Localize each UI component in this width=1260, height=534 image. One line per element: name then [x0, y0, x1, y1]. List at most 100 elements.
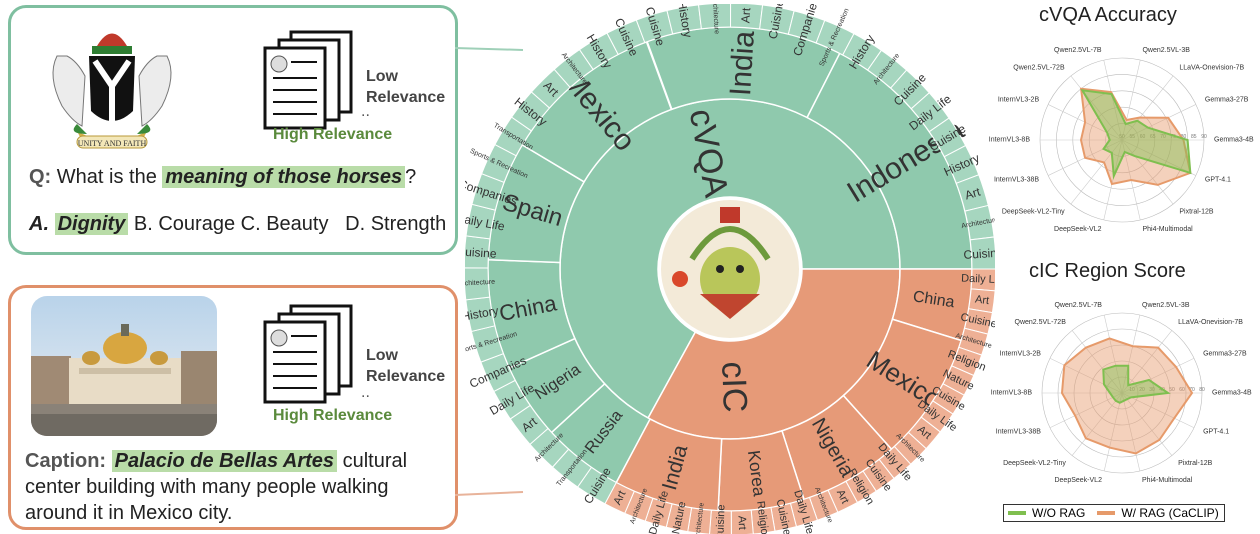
radar-spoke [1103, 314, 1123, 394]
radar-tick-label: 70 [1189, 387, 1195, 393]
sunburst-category-label: Art [738, 7, 753, 24]
radar-tick-label: 75 [1170, 134, 1176, 140]
radar-axis-label: InternVL3-8B [989, 137, 1031, 144]
connector-lines [455, 47, 524, 496]
sunburst-category-label: Art [974, 293, 989, 307]
document-stack-icon-2 [263, 304, 353, 404]
radar-cic-chart: Qwen2.5VL-3B LLaVA-Onevision-7B Gemma3-27B… [991, 302, 1252, 484]
sunburst-category-label: Art [612, 489, 629, 507]
radar-axis-label: Gemma3-4B [1214, 137, 1254, 144]
radar-tick-label: 90 [1201, 134, 1207, 140]
radar-axis-label: DeepSeek-VL2 [1054, 226, 1102, 233]
sunburst-category-label: Art [834, 488, 851, 506]
radar-spoke [1121, 314, 1141, 394]
sunburst-category-label: Art [735, 515, 748, 530]
radar-series-polygon [1080, 89, 1192, 180]
caption-prefix: Caption: [25, 450, 107, 472]
radar-axis-label: LLaVA-Onevision-7B [1178, 319, 1243, 326]
radar-spoke [1121, 75, 1174, 141]
question-highlight: meaning of those horses [162, 166, 406, 188]
radar-series-polygon [1102, 364, 1171, 404]
coat-of-arms-image: UNITY AND FAITH [52, 33, 172, 149]
radar-axis-label: DeepSeek-VL2-Tiny [1002, 208, 1065, 215]
sunburst-category-label: History [675, 4, 695, 39]
radar-tick-label: 80 [1199, 387, 1205, 393]
radar-axis-label: GPT-4.1 [1203, 429, 1229, 436]
sunburst-category-label: Daily Life [961, 273, 995, 287]
sunburst-category-label: Religion [754, 500, 771, 534]
high-relevance-label: High Relevance [273, 126, 393, 143]
sunburst-chart: cVQAcICIndiaIndonesiaRussiaNigeriaChinaS… [465, 4, 995, 534]
mascot-eye [736, 265, 744, 273]
question-end: ? [405, 166, 417, 188]
answer-a-prefix: A. [29, 213, 49, 235]
answer-b: B. Courage [133, 213, 236, 235]
radar-axis-label: InternVL3-2B [1000, 350, 1042, 357]
radar-tick-label: 60 [1179, 387, 1185, 393]
radar-axis-label: GPT-4.1 [1205, 176, 1231, 183]
radar-spoke [1121, 139, 1197, 176]
radar-legend: W/O RAG W/ RAG (CaCLIP) [1003, 504, 1225, 522]
cvqa-example-panel: UNITY AND FAITH Low Relevance .. High Re… [8, 5, 458, 255]
radar-axis-label: LLaVA-Onevision-7B [1179, 65, 1244, 72]
radar-spoke [1071, 330, 1123, 394]
radar-spoke [1070, 139, 1123, 205]
legend-swatch-wo [1008, 511, 1026, 515]
sunburst-category-label: Cuisine [963, 245, 995, 261]
radar-spoke [1071, 392, 1123, 456]
mascot-eye [716, 265, 724, 273]
high-relevance-label-2: High Relevance [273, 407, 393, 424]
radar-tick-label: 10 [1129, 387, 1135, 393]
radar-tick-label: 50 [1169, 387, 1175, 393]
cic-example-panel: Low Relevance .. High Relevance Caption:… [8, 285, 458, 530]
radar-tick-label: 65 [1150, 134, 1156, 140]
radar-axis-label: InternVL3-8B [991, 390, 1033, 397]
radar-axis-label: InternVL3-38B [996, 429, 1041, 436]
radar-tick-label: 30 [1149, 387, 1155, 393]
radar-axis-label: Pixtral-12B [1178, 460, 1213, 467]
legend-wo-label: W/O RAG [1032, 506, 1086, 520]
legend-swatch-w [1097, 511, 1116, 515]
radar-axis-label: DeepSeek-VL2-Tiny [1003, 460, 1066, 467]
radar-axis-label: Gemma3-4B [1212, 390, 1252, 397]
radar-tick-label: 60 [1140, 134, 1146, 140]
radar-spoke [1121, 330, 1173, 394]
radar-spoke [1121, 59, 1141, 141]
radar-axis-label: Qwen2.5VL-7B [1054, 47, 1102, 54]
sunburst-category-label: Architecture [694, 502, 705, 534]
sunburst-category-label: History [465, 303, 500, 323]
radar-axis-label: Gemma3-27B [1205, 97, 1249, 104]
sunburst-category-label: Cuisine [465, 244, 497, 261]
radar-spoke [1121, 139, 1174, 205]
radar-tick-label: 70 [1160, 134, 1166, 140]
radar-series-polygon [1060, 337, 1194, 455]
sunburst-label-cic: cIC [714, 361, 754, 413]
radar-tick-label: 80 [1181, 134, 1187, 140]
radar-axis-label: Phi4-Multimodal [1142, 226, 1193, 233]
sunburst-country-label: China [912, 288, 956, 311]
motto-text: UNITY AND FAITH [78, 139, 147, 148]
caption-text: Caption: Palacio de Bellas Artes cultura… [25, 448, 445, 526]
radar-axis-label: Pixtral-12B [1179, 208, 1214, 215]
radar-tick-label: 50 [1119, 134, 1125, 140]
sunburst-category-cic [604, 481, 635, 514]
question-text: What is the [56, 166, 157, 188]
radar-spoke [1070, 75, 1123, 141]
radar-spoke [1121, 104, 1197, 141]
radar-spoke [1049, 392, 1123, 428]
radar-axis-label: DeepSeek-VL2 [1054, 477, 1102, 484]
legend-w-label: W/ RAG (CaCLIP) [1121, 506, 1219, 520]
low-relevance-label-2: Low Relevance [366, 347, 446, 385]
radar-axis-label: Qwen2.5VL-3B [1142, 47, 1190, 54]
sunburst-category-label: Cuisine [714, 504, 727, 534]
radar-cic-title: cIC Region Score [1029, 260, 1186, 282]
radar-spoke [1103, 392, 1123, 472]
answer-c: C. Beauty [240, 213, 329, 235]
radar-cvqa-title: cVQA Accuracy [1039, 4, 1177, 26]
caption-rest: cultural center building with many peopl… [25, 450, 408, 524]
radar-tick-label: 20 [1139, 387, 1145, 393]
caption-highlight: Palacio de Bellas Artes [111, 450, 338, 472]
radar-tick-label: 85 [1191, 134, 1197, 140]
radar-spoke [1121, 392, 1141, 472]
question-prefix: Q: [29, 166, 52, 188]
